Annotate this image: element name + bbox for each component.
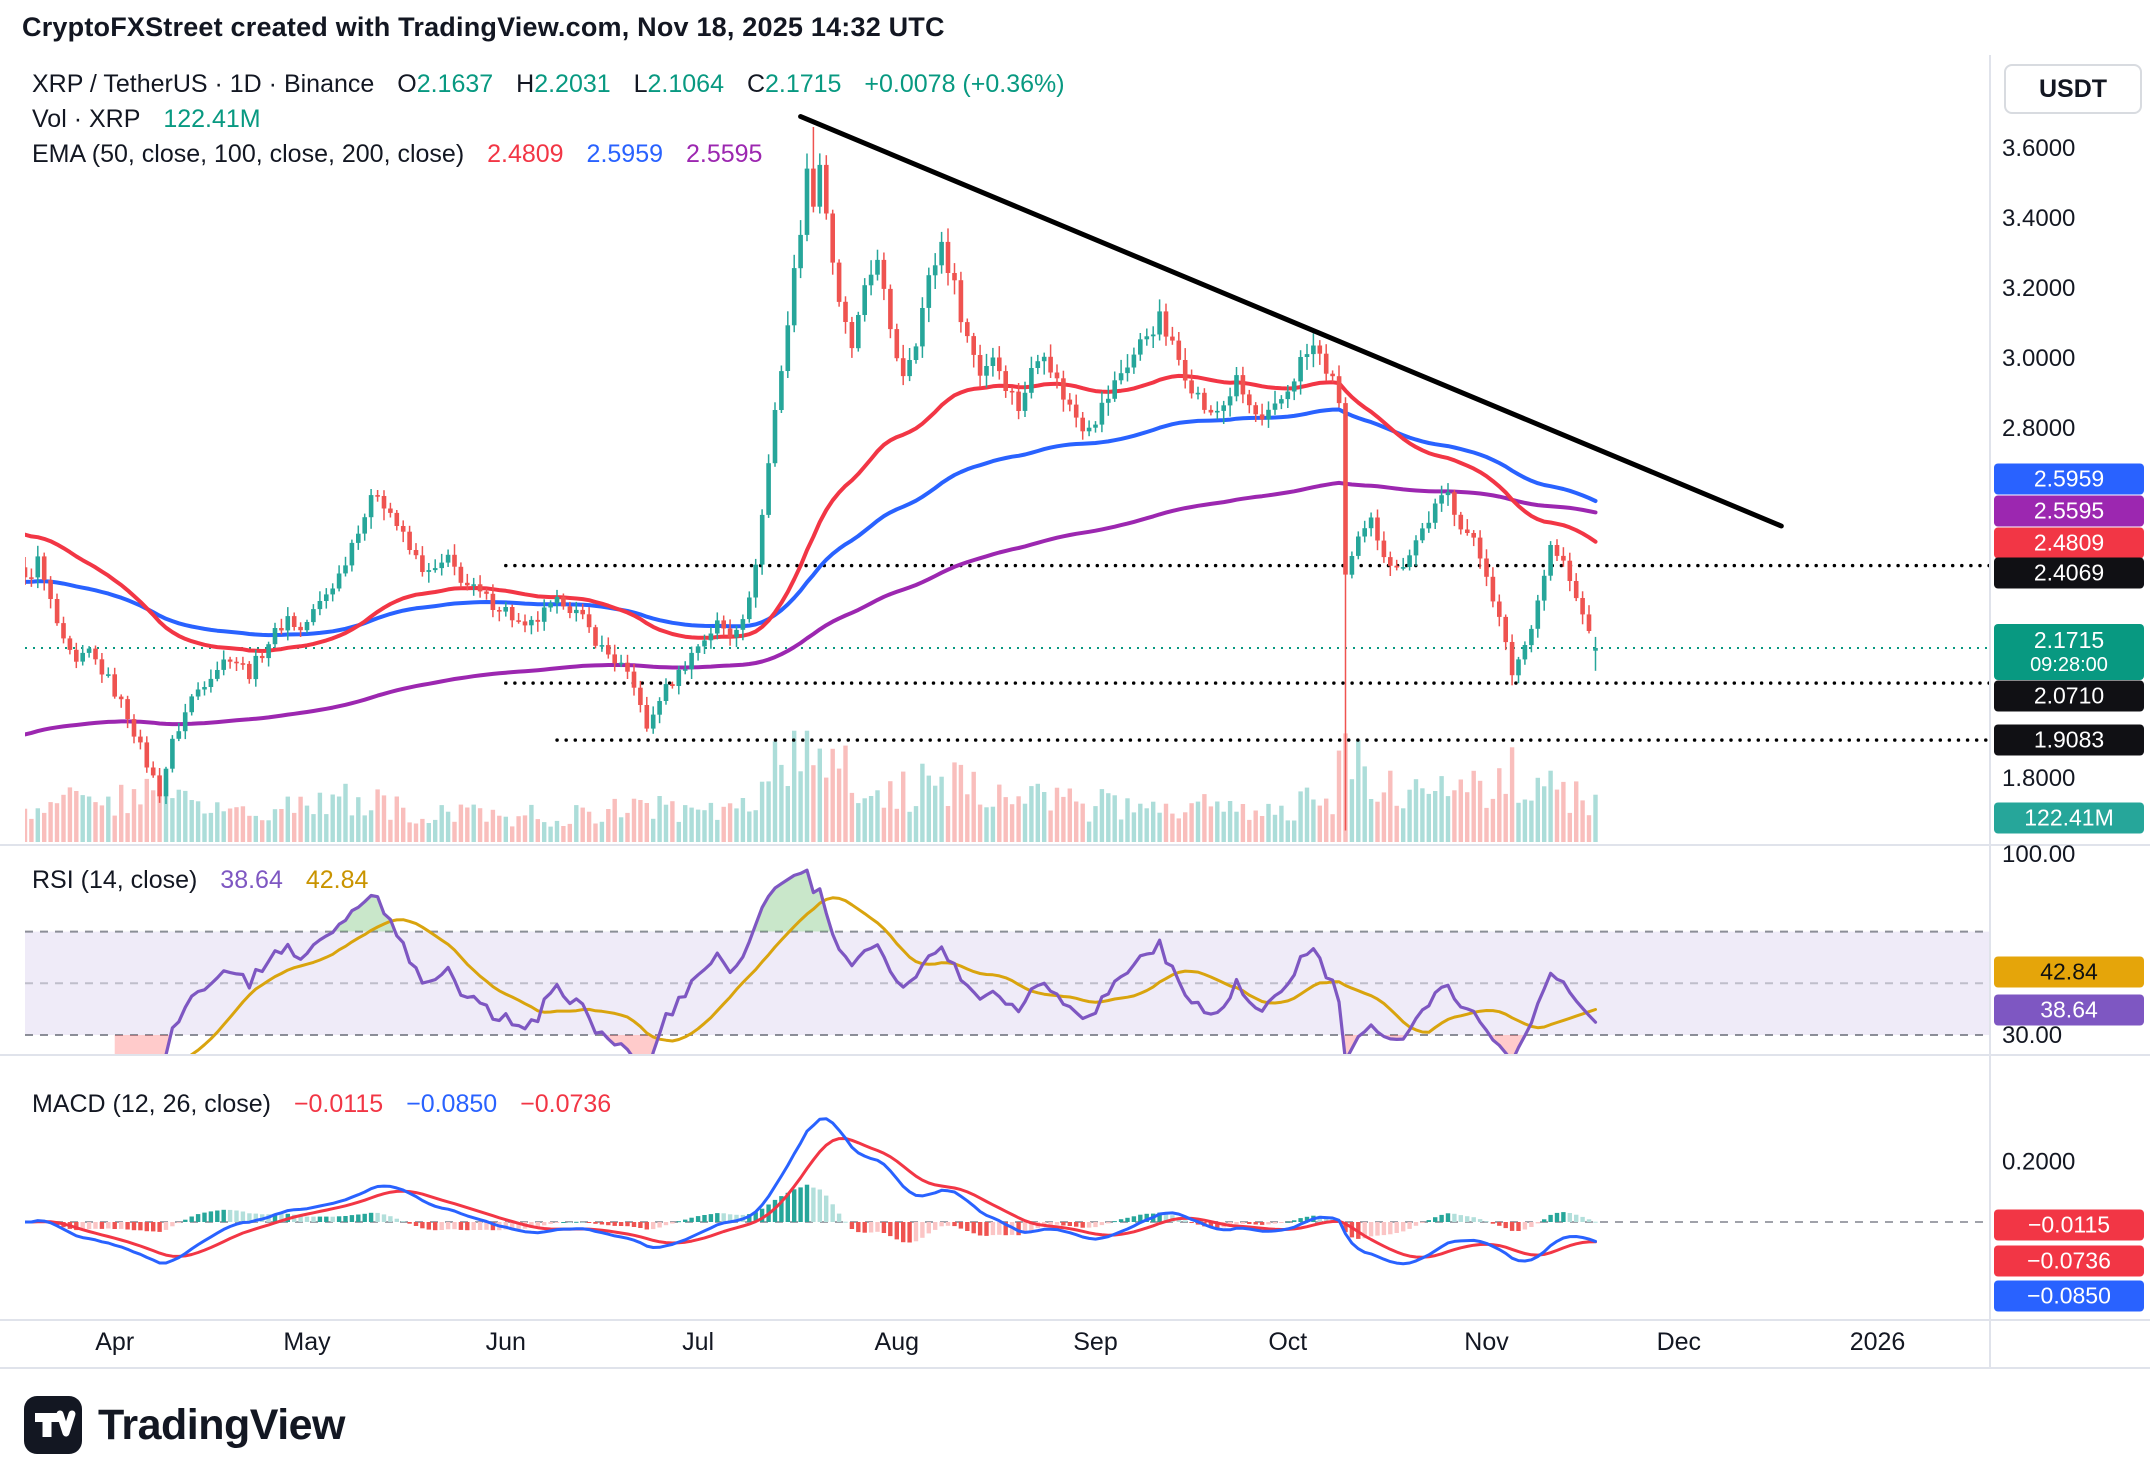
time-axis-label[interactable]: Jul	[682, 1328, 714, 1356]
time-axis-label[interactable]: Jun	[486, 1328, 526, 1356]
macd-axis-tick: 0.2000	[2002, 1149, 2075, 1176]
rsi-ma-line	[188, 896, 1597, 1055]
close-value: 2.1715	[765, 70, 842, 98]
tradingview-logo-text: TradingView	[98, 1400, 346, 1449]
rsi-pane[interactable]	[25, 868, 1990, 1085]
time-axis-label[interactable]: Dec	[1657, 1328, 1701, 1356]
rsi-ma-badge: 42.84	[1994, 956, 2144, 988]
open-label: O	[397, 70, 417, 98]
level-badge: 2.0710	[1994, 680, 2144, 712]
rsi-axis-tick: 100.00	[2002, 841, 2075, 868]
time-axis-label[interactable]: Apr	[95, 1328, 134, 1356]
time-axis-label[interactable]: Nov	[1464, 1328, 1509, 1356]
ema50-value: 2.4809	[487, 140, 564, 168]
macd-label: MACD (12, 26, close)	[32, 1090, 271, 1118]
ema100-badge: 2.5959	[1994, 463, 2144, 495]
ema50-badge: 2.4809	[1994, 527, 2144, 559]
volume-bars	[25, 730, 1598, 842]
symbol-title: XRP / TetherUS · 1D · Binance	[32, 70, 375, 98]
open-value: 2.1637	[416, 70, 494, 98]
high-value: 2.2031	[534, 70, 611, 98]
last-price-badge: 2.1715 09:28:00	[1994, 624, 2144, 680]
low-value: 2.1064	[647, 70, 724, 98]
ema100-value: 2.5959	[586, 140, 664, 168]
volume-legend[interactable]: Vol · XRP 122.41M	[32, 105, 261, 134]
volume-badge: 122.41M	[1994, 802, 2144, 834]
time-axis-label[interactable]: Aug	[875, 1328, 919, 1356]
price-axis-tick: 3.6000	[2002, 135, 2075, 162]
macd-signal-line	[25, 1137, 1597, 1259]
rsi-band	[25, 931, 1990, 1035]
price-axis-tick: 3.2000	[2002, 275, 2075, 302]
main-price-pane[interactable]	[23, 114, 1990, 843]
rsi-badge: 38.64	[1994, 994, 2144, 1026]
price-axis-tick: 3.0000	[2002, 345, 2075, 372]
level-badge: 2.4069	[1994, 557, 2144, 589]
time-axis-label[interactable]: 2026	[1850, 1328, 1906, 1356]
volume-label: Vol · XRP	[32, 105, 141, 133]
price-axis-tick: 3.4000	[2002, 205, 2075, 232]
ema-label: EMA (50, close, 100, close, 200, close)	[32, 140, 465, 168]
ema-legend[interactable]: EMA (50, close, 100, close, 200, close) …	[32, 140, 762, 169]
currency-toggle-button[interactable]: USDT	[2004, 64, 2142, 114]
tradingview-footer[interactable]: TradingView	[24, 1396, 346, 1454]
high-label: H	[516, 70, 535, 98]
ema200-line	[25, 480, 1598, 737]
price-axis-tick: 1.8000	[2002, 765, 2075, 792]
ema200-value: 2.5595	[685, 140, 763, 168]
close-label: C	[746, 70, 765, 98]
descending-trendline[interactable]	[798, 114, 1784, 529]
volume-value: 122.41M	[163, 105, 261, 133]
macd-hist-badge: −0.0115	[1994, 1209, 2144, 1241]
level-badge: 1.9083	[1994, 724, 2144, 756]
macd-line-badge: −0.0850	[1994, 1280, 2144, 1312]
change-value: +0.0078 (+0.36%)	[864, 70, 1065, 98]
attribution-text: CryptoFXStreet created with TradingView.…	[22, 12, 945, 42]
symbol-legend[interactable]: XRP / TetherUS · 1D · Binance O2.1637 H2…	[32, 70, 1065, 99]
time-axis-label[interactable]: Sep	[1073, 1328, 1117, 1356]
ema200-badge: 2.5595	[1994, 495, 2144, 527]
rsi-axis-tick: 30.00	[2002, 1022, 2062, 1049]
time-axis-label[interactable]: Oct	[1268, 1328, 1307, 1356]
macd-line-value: −0.0850	[406, 1090, 498, 1118]
time-axis-label[interactable]: May	[283, 1328, 331, 1356]
rsi-value: 38.64	[220, 866, 283, 894]
ema50-line	[25, 373, 1598, 653]
macd-hist-value: −0.0115	[293, 1090, 384, 1118]
rsi-ma-value: 42.84	[305, 866, 369, 894]
tradingview-logo-icon[interactable]	[24, 1396, 82, 1454]
candles	[25, 127, 1598, 831]
rsi-legend[interactable]: RSI (14, close) 38.64 42.84	[32, 866, 368, 895]
macd-signal-value: −0.0736	[520, 1090, 612, 1118]
ema100-line	[25, 407, 1598, 638]
price-axis-tick: 2.8000	[2002, 415, 2075, 442]
macd-pane[interactable]	[25, 1117, 1990, 1266]
rsi-label: RSI (14, close)	[32, 866, 198, 894]
macd-signal-badge: −0.0736	[1994, 1245, 2144, 1277]
low-label: L	[633, 70, 648, 98]
macd-line	[25, 1117, 1597, 1266]
macd-legend[interactable]: MACD (12, 26, close) −0.0115 −0.0850 −0.…	[32, 1090, 611, 1119]
